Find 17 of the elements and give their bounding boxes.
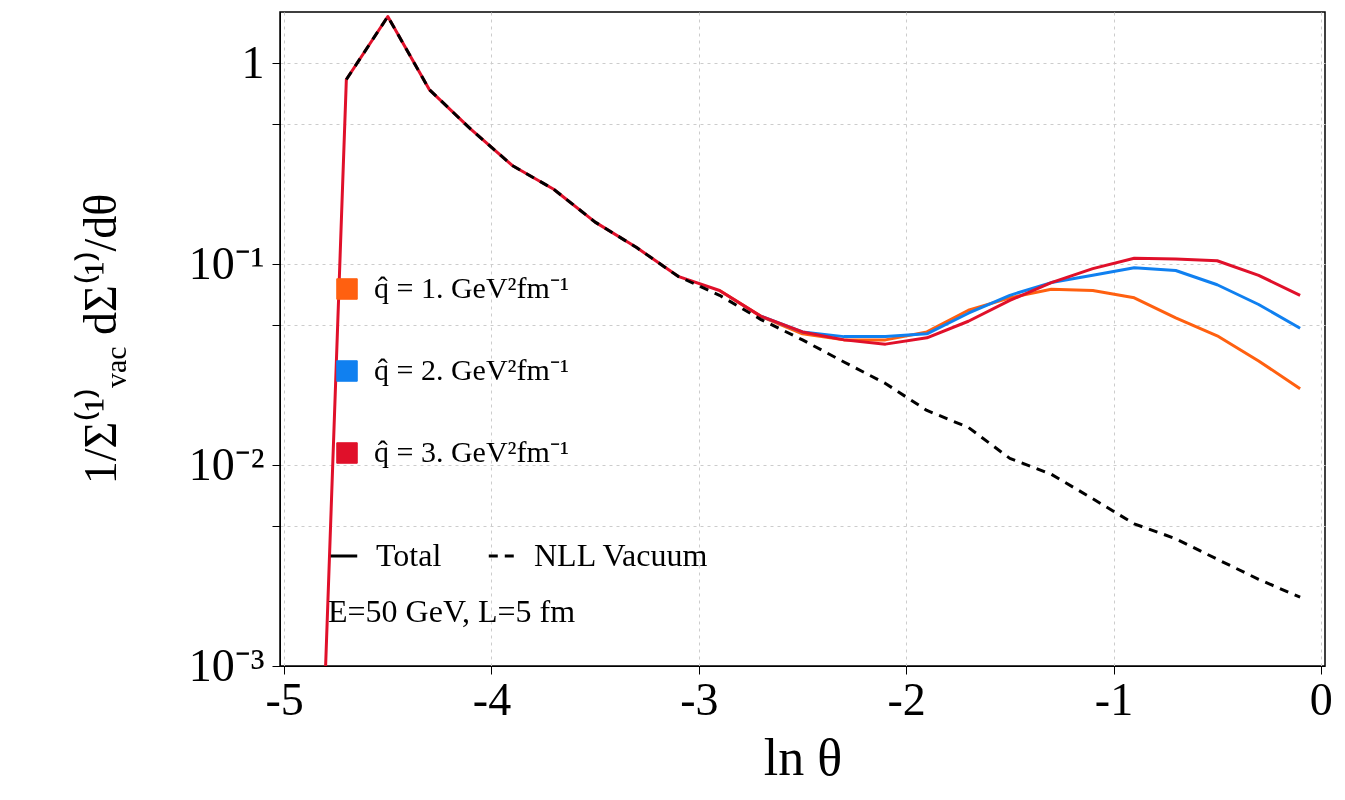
annotation: E=50 GeV, L=5 fm	[328, 593, 576, 629]
legend-label: NLL Vacuum	[534, 537, 708, 573]
x-tick-label: -4	[472, 673, 512, 725]
legend-label: q̂ = 3. GeV²fm⁻¹	[374, 435, 569, 468]
x-tick-label: 0	[1309, 673, 1333, 725]
y-tick-label: 1	[241, 36, 265, 88]
x-axis-title: ln θ	[763, 728, 843, 786]
x-tick-label: -1	[1094, 673, 1134, 725]
x-tick-label: -5	[265, 673, 304, 725]
y-tick-label: 10⁻²	[188, 438, 265, 490]
y-tick-label: 10⁻³	[188, 639, 265, 691]
x-tick-label: -3	[680, 673, 719, 725]
y-tick-label: 10⁻¹	[188, 237, 265, 289]
x-tick-label: -2	[887, 673, 926, 725]
legend-label: q̂ = 1. GeV²fm⁻¹	[374, 271, 569, 304]
annotation: Total	[376, 537, 442, 573]
legend-label: q̂ = 2. GeV²fm⁻¹	[374, 353, 569, 386]
